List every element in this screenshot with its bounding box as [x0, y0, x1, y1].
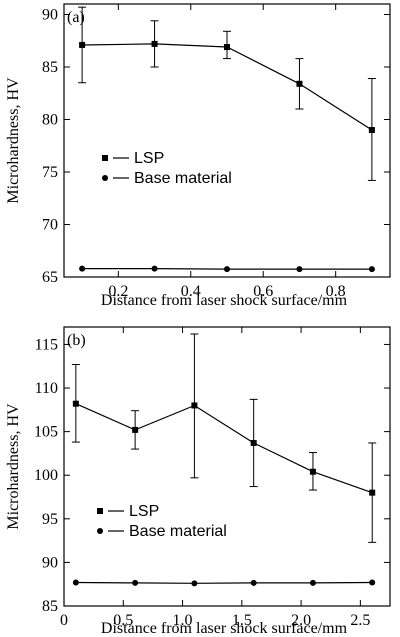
legend-label: LSP	[134, 150, 164, 167]
data-point-square	[368, 127, 375, 133]
panel-label: (b)	[67, 332, 86, 349]
series-line	[75, 403, 373, 494]
x-tick-label: 2.0	[291, 612, 311, 629]
y-tick-label: 105	[34, 424, 58, 441]
data-point-square	[369, 489, 376, 496]
x-tick-label: 0.4	[181, 283, 201, 300]
x-tick-label: 1.5	[232, 612, 252, 629]
plot-frame	[63, 3, 391, 278]
y-tick-label: 80	[42, 112, 58, 129]
series-lsp	[78, 6, 376, 181]
legend-entry: Base material	[102, 170, 232, 187]
y-axis-title: Microhardness, HV	[5, 403, 22, 530]
y-tick-label: 90	[42, 554, 58, 571]
data-point-circle	[309, 579, 316, 586]
x-tick-label: 0.2	[108, 283, 128, 300]
data-point-circle	[72, 579, 79, 586]
legend-label: Base material	[129, 523, 227, 540]
y-axis-title: Microhardness, HV	[5, 77, 22, 204]
y-tick-label: 115	[35, 336, 58, 353]
chart-panel-a: 0.2 0.4 0.6 0.8 65 70 75 80 85 90 Distance from la…	[5, 3, 391, 309]
y-tick-label: 90	[42, 7, 58, 24]
legend-marker-circle	[102, 175, 108, 181]
data-point-square	[224, 44, 230, 51]
legend-marker-square	[97, 508, 103, 514]
y-tick-label: 70	[42, 217, 58, 234]
series-base-material	[79, 265, 375, 273]
data-point-square	[250, 439, 257, 446]
legend-marker-square	[102, 155, 108, 161]
plot-frame	[63, 326, 391, 607]
y-tick-label: 100	[34, 467, 58, 484]
series-lsp	[71, 333, 377, 543]
x-tick-label: 1.0	[173, 612, 193, 629]
data-point-square	[132, 426, 139, 433]
chart-panel-b: 0 0.5 1.0 1.5 2.0 2.5 85 90 95 100 105 110 115 Distan…	[5, 326, 391, 637]
x-tick-label: 0	[60, 612, 68, 629]
x-tick-label: 2.5	[350, 612, 370, 629]
x-tick-label: 0.8	[326, 283, 346, 300]
y-tick-label: 110	[35, 380, 58, 397]
data-point-circle	[369, 579, 376, 586]
data-point-square	[296, 80, 303, 87]
data-point-circle	[151, 265, 158, 272]
y-tick-label: 75	[42, 164, 58, 181]
x-axis-title: Distance from laser shock surface/mm	[101, 292, 348, 309]
data-point-circle	[79, 265, 86, 272]
x-axis-title: Distance from laser shock surface/mm	[101, 620, 348, 637]
legend-label: Base material	[134, 170, 232, 187]
data-point-circle	[296, 266, 303, 273]
data-point-circle	[132, 579, 139, 586]
x-tick-label: 0.5	[113, 612, 133, 629]
legend-entry: Base material	[97, 523, 227, 540]
y-tick-label: 95	[42, 511, 58, 528]
data-point-circle	[191, 580, 198, 587]
x-tick-label: 0.6	[253, 283, 273, 300]
data-point-circle	[224, 266, 230, 273]
series-base-material	[72, 579, 376, 587]
data-point-square	[79, 41, 86, 48]
data-point-square	[72, 400, 79, 407]
y-tick-label: 85	[42, 59, 58, 76]
legend-entry: LSP	[97, 503, 159, 520]
y-tick-label: 65	[42, 269, 58, 286]
data-point-circle	[250, 579, 257, 586]
legend-label: LSP	[129, 503, 159, 520]
data-point-square	[191, 402, 198, 409]
data-point-square	[151, 40, 158, 47]
legend-entry: LSP	[102, 150, 164, 167]
legend-marker-circle	[97, 528, 103, 534]
data-point-square	[309, 468, 316, 475]
panel-label: (a)	[67, 9, 85, 26]
series-line	[75, 581, 373, 584]
data-point-circle	[368, 266, 375, 273]
y-tick-label: 85	[42, 598, 58, 615]
